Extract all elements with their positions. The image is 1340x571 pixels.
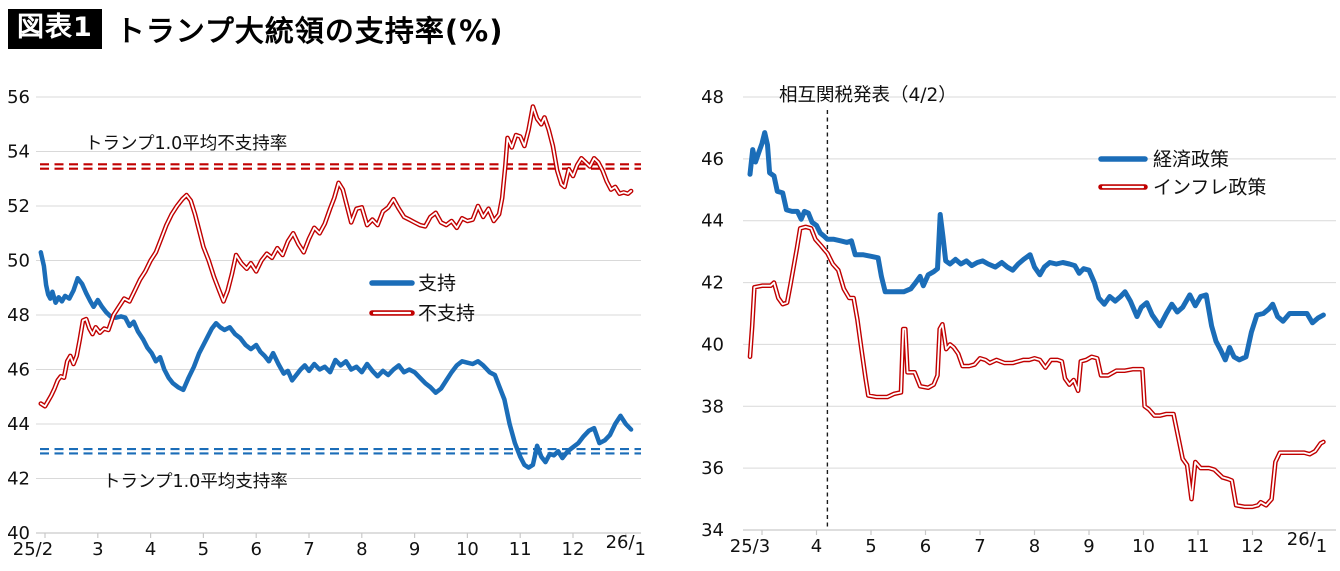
policy-chart-svg: 34 36 38 40 42 44 46 48 25/3 4 5 6 7 8 9 10 11 12 26/1 相互関税…	[701, 85, 1336, 557]
x-axis-tick-label: 10	[1132, 536, 1155, 557]
gridlines	[743, 96, 1336, 469]
x-axis-tick-label: 8	[1029, 536, 1040, 557]
x-axis-tick-label: 7	[974, 536, 985, 557]
y-axis-tick-label: 56	[7, 87, 30, 108]
legend-label-approve: 支持	[418, 273, 456, 295]
y-axis-tick-label: 40	[7, 523, 30, 544]
page-title: トランプ大統領の支持率(%)	[115, 14, 504, 48]
x-axis-tick-label: 11	[509, 539, 532, 560]
x-axis-tick-label: 25/3	[730, 536, 770, 557]
legend-label-economic: 経済政策	[1153, 149, 1229, 171]
legend-label-inflation: インフレ政策	[1153, 177, 1266, 199]
x-axis-tick-label: 26/1	[1287, 529, 1327, 557]
y-axis-tick-label: 42	[701, 273, 724, 294]
policy-chart: 34 36 38 40 42 44 46 48 25/3 4 5 6 7 8 9 10 11 12 26/1 相互関税…	[680, 70, 1340, 571]
y-axis-tick-label: 44	[701, 211, 724, 232]
x-axis-tick-label: 12	[562, 539, 585, 560]
series-line-disapprove-core	[39, 105, 632, 408]
y-axis-tick-label: 46	[7, 360, 30, 381]
ref-line-label-trump1-avg-approval: トランプ1.0平均支持率	[103, 472, 288, 492]
x-axis-tick-label: 5	[198, 539, 209, 560]
series-line-inflation-core	[749, 226, 1325, 508]
y-axis-tick-label: 46	[701, 149, 724, 170]
x-axis-tick-label: 9	[409, 539, 420, 560]
x-axis-tick-label: 8	[356, 539, 367, 560]
x-axis-tick-label: 6	[920, 536, 931, 557]
y-axis-tick-label: 40	[701, 334, 724, 355]
y-axis-tick-label: 34	[701, 520, 724, 541]
ref-line-label-trump1-avg-disapproval: トランプ1.0平均不支持率	[85, 134, 287, 154]
y-axis-tick-label: 44	[7, 414, 30, 435]
x-axis-tick-label: 4	[811, 536, 822, 557]
y-axis-tick-label: 38	[701, 396, 724, 417]
y-axis-tick-label: 42	[7, 469, 30, 490]
x-axis-tick-label: 25/2	[13, 539, 53, 560]
x-axis-tick-label: 6	[250, 539, 261, 560]
series-line-economic	[747, 130, 1326, 363]
y-axis-tick-label: 48	[701, 87, 724, 108]
y-axis-tick-label: 52	[7, 196, 30, 217]
y-axis-tick-label: 48	[7, 305, 30, 326]
x-axis-tick-label: 9	[1083, 536, 1094, 557]
gridlines	[36, 96, 641, 479]
x-axis-tick-label: 10	[456, 539, 479, 560]
y-axis-tick-label: 36	[701, 458, 724, 479]
x-axis-tick-label: 12	[1241, 536, 1264, 557]
x-axis-tick-label: 7	[303, 539, 314, 560]
series-line-approve	[38, 250, 634, 470]
x-axis-tick-label: 5	[865, 536, 876, 557]
tariff-announcement-label: 相互関税発表（4/2）	[779, 85, 957, 106]
y-axis-tick-label: 54	[7, 142, 30, 163]
x-axis-tick-label: 11	[1187, 536, 1210, 557]
figure-header: 図表1 トランプ大統領の支持率(%)	[8, 6, 504, 52]
figure-badge: 図表1	[8, 8, 102, 50]
legend-label-disapprove: 不支持	[418, 303, 475, 325]
x-axis-tick-label: 3	[92, 539, 103, 560]
x-axis-tick-label: 4	[145, 539, 156, 560]
x-axis-tick-label: 26/1	[606, 532, 646, 560]
approval-chart: 40 42 44 46 48 50 52 54 56 25/2 3 4 5 6 7 8 9 10 11 12 26/1 ト…	[0, 70, 660, 571]
y-axis-tick-label: 50	[7, 251, 30, 272]
